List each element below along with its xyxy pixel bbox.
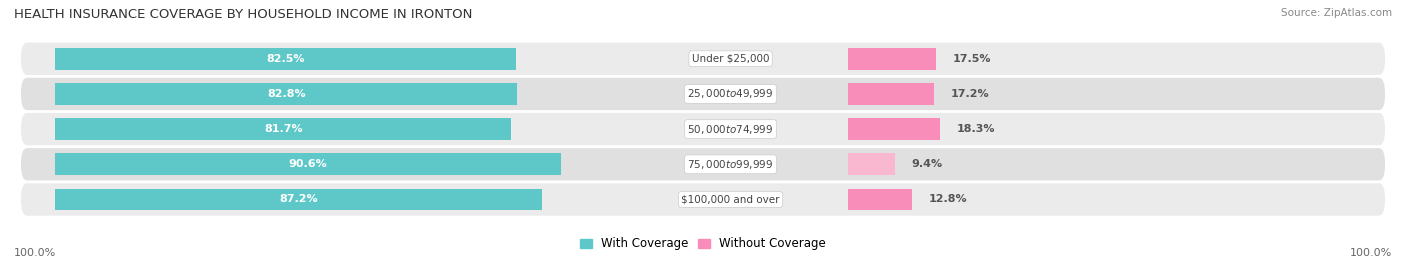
Text: 17.2%: 17.2% (950, 89, 990, 99)
Bar (848, 83, 934, 105)
Text: Under $25,000: Under $25,000 (692, 54, 769, 64)
FancyBboxPatch shape (21, 183, 1385, 216)
Bar (848, 153, 896, 175)
Bar (55, 153, 561, 175)
Text: 82.5%: 82.5% (266, 54, 305, 64)
Text: 90.6%: 90.6% (288, 159, 328, 169)
Text: $50,000 to $74,999: $50,000 to $74,999 (688, 123, 773, 136)
Text: 81.7%: 81.7% (264, 124, 302, 134)
Text: 12.8%: 12.8% (928, 194, 967, 204)
Text: Source: ZipAtlas.com: Source: ZipAtlas.com (1281, 8, 1392, 18)
Text: HEALTH INSURANCE COVERAGE BY HOUSEHOLD INCOME IN IRONTON: HEALTH INSURANCE COVERAGE BY HOUSEHOLD I… (14, 8, 472, 21)
FancyBboxPatch shape (21, 43, 1385, 75)
FancyBboxPatch shape (21, 148, 1385, 180)
Legend: With Coverage, Without Coverage: With Coverage, Without Coverage (575, 232, 831, 255)
Text: $25,000 to $49,999: $25,000 to $49,999 (688, 87, 773, 100)
Text: 82.8%: 82.8% (267, 89, 305, 99)
Bar (55, 83, 517, 105)
Text: $100,000 and over: $100,000 and over (682, 194, 780, 204)
Bar (848, 118, 939, 140)
Text: 9.4%: 9.4% (911, 159, 942, 169)
Text: 17.5%: 17.5% (952, 54, 991, 64)
FancyBboxPatch shape (21, 78, 1385, 110)
Text: 18.3%: 18.3% (956, 124, 995, 134)
Bar (55, 48, 516, 70)
Bar (55, 118, 512, 140)
Bar (55, 189, 541, 210)
FancyBboxPatch shape (21, 113, 1385, 145)
Text: $75,000 to $99,999: $75,000 to $99,999 (688, 158, 773, 171)
Text: 87.2%: 87.2% (280, 194, 318, 204)
Text: 100.0%: 100.0% (14, 248, 56, 258)
Bar (848, 189, 912, 210)
Bar (848, 48, 935, 70)
Text: 100.0%: 100.0% (1350, 248, 1392, 258)
